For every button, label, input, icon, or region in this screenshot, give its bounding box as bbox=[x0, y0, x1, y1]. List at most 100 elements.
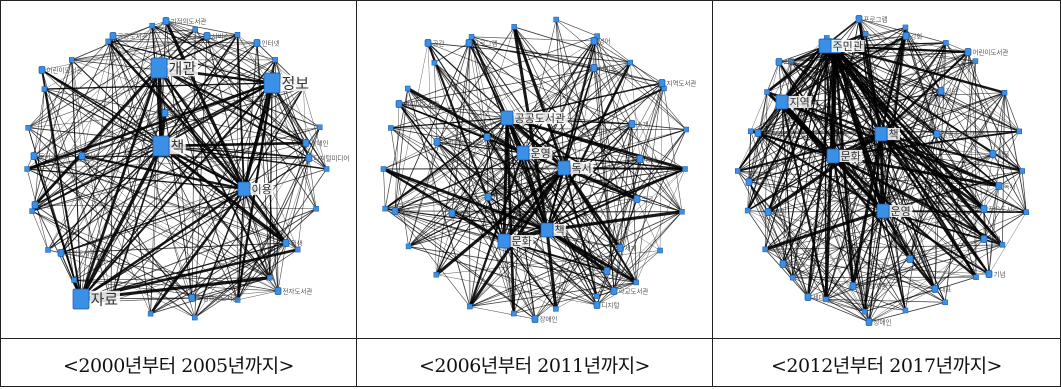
network-node-marker bbox=[39, 67, 45, 74]
network-node-minor bbox=[381, 167, 386, 172]
network-edge bbox=[469, 43, 662, 83]
network-node-marker bbox=[466, 40, 472, 47]
network-node-minor bbox=[267, 275, 272, 280]
edges bbox=[383, 20, 686, 319]
network-node-label: 기념 bbox=[994, 269, 1006, 278]
network-node-minor bbox=[69, 57, 74, 62]
network-node-label: 공간 bbox=[754, 177, 766, 186]
network-node-label: 행사 bbox=[645, 154, 657, 163]
network-node-minor bbox=[1017, 129, 1022, 134]
network-node-label: 영어 bbox=[599, 36, 611, 45]
network-node-marker bbox=[153, 136, 169, 156]
network-node-minor bbox=[973, 59, 978, 64]
network-edge bbox=[309, 158, 316, 209]
network-node-label: 책 bbox=[555, 224, 565, 237]
network-node-minor bbox=[974, 275, 979, 280]
network-edge bbox=[470, 307, 535, 319]
network-node-marker bbox=[990, 151, 996, 158]
network-node-label: 문화 bbox=[841, 150, 861, 163]
network-node-marker bbox=[850, 283, 856, 290]
network-node: 개관 bbox=[485, 192, 504, 201]
network-node-minor bbox=[765, 90, 770, 95]
network-node: 국립중앙도서관 bbox=[934, 129, 983, 138]
network-node-minor bbox=[679, 209, 684, 214]
network-node-marker bbox=[996, 183, 1002, 190]
caption-row: <2012년부터 2017년까지> bbox=[713, 338, 1060, 389]
network-node: 공간 bbox=[425, 38, 444, 47]
network-node-minor bbox=[763, 247, 768, 252]
network-node-minor bbox=[1000, 242, 1005, 247]
network-node-marker bbox=[162, 110, 168, 117]
network-node-label: 시설 bbox=[773, 208, 785, 216]
network-node-label: 어린이도서관 bbox=[973, 47, 1009, 56]
network-node: 문화 bbox=[498, 234, 533, 248]
network-node-marker bbox=[396, 101, 402, 108]
network-node-label: 지역도서관 bbox=[66, 248, 96, 257]
network-node: 학교도서관 bbox=[611, 286, 648, 295]
network-node: 학생 bbox=[283, 238, 302, 247]
network-node: 정보 bbox=[604, 266, 623, 275]
network-node-marker bbox=[965, 49, 971, 56]
network-node-minor bbox=[273, 57, 278, 62]
network-node-marker bbox=[591, 65, 597, 72]
network-node-marker bbox=[73, 289, 89, 309]
network-node-label: 공공도서관 bbox=[515, 112, 566, 125]
network-node-minor bbox=[658, 248, 663, 253]
network-node-label: 주민 bbox=[833, 40, 853, 53]
network-node-marker bbox=[392, 208, 398, 215]
network-node-marker bbox=[449, 210, 455, 217]
network-node-marker bbox=[31, 153, 37, 160]
network-node-marker bbox=[254, 40, 260, 47]
network-node-label: 서비스 bbox=[212, 31, 230, 40]
network-node-minor bbox=[30, 209, 35, 214]
network-node-marker bbox=[805, 294, 811, 301]
network-node-marker bbox=[637, 156, 643, 163]
network-node: 시설 bbox=[765, 208, 784, 216]
network-node-label: 전자도서관 bbox=[283, 286, 313, 295]
network-node-marker bbox=[938, 88, 944, 95]
network-node-label: 세계 bbox=[625, 243, 637, 252]
network-node: 운영 bbox=[517, 146, 552, 160]
network-node-marker bbox=[755, 130, 761, 137]
network-node-label: 정보 bbox=[946, 86, 958, 95]
network-panel-2012-2017: 개관주민책문화운영지역프로그램강화어린이도서관국립중앙도서관작은도서관학생기념공… bbox=[712, 0, 1061, 387]
network-node-minor bbox=[314, 206, 319, 211]
network-node-minor bbox=[42, 87, 47, 92]
network-node-minor bbox=[45, 247, 50, 252]
network-node-marker bbox=[264, 73, 280, 93]
network-node-marker bbox=[425, 40, 431, 47]
network-node-label: 대표 bbox=[940, 285, 952, 293]
network-node-label: 장애인 bbox=[540, 314, 558, 323]
network-node: 사람 bbox=[755, 128, 774, 137]
network-node-minor bbox=[406, 244, 411, 249]
network-node: 영어 bbox=[591, 36, 610, 45]
network-node-marker bbox=[634, 196, 640, 203]
network-node-marker bbox=[283, 240, 289, 247]
network-node-label: 문화 bbox=[512, 235, 532, 248]
network-node-marker bbox=[866, 319, 872, 326]
network-node-marker bbox=[591, 38, 597, 45]
network-node: 독서 bbox=[558, 161, 593, 175]
network-node-marker bbox=[659, 80, 665, 87]
network-node-label: 인터넷 bbox=[262, 38, 280, 47]
network-node-minor bbox=[25, 167, 30, 172]
network-node: 프로그램 bbox=[466, 39, 497, 47]
network-node: 국립중앙도서관 bbox=[189, 293, 238, 302]
network-node: 이용 bbox=[907, 254, 926, 263]
network-node: 전자도서관 bbox=[275, 286, 312, 295]
network-node-marker bbox=[238, 182, 250, 196]
network-node-minor bbox=[434, 272, 439, 277]
network-node-label: 어린이도서관 bbox=[47, 65, 83, 74]
network-node: 강화 bbox=[903, 31, 922, 40]
caption-row: <2006년부터 2011년까지> bbox=[357, 338, 712, 389]
network-node-marker bbox=[517, 146, 529, 160]
network-node-marker bbox=[189, 295, 195, 302]
network-node-minor bbox=[26, 125, 31, 130]
network-node-marker bbox=[558, 161, 570, 175]
network-node-marker bbox=[434, 139, 440, 146]
network-node: 작은도서관 bbox=[981, 204, 1018, 213]
network-node-label: 개관 bbox=[169, 60, 197, 78]
network-node-label: 문화 bbox=[170, 109, 182, 117]
network-node: 자료 bbox=[73, 289, 120, 309]
